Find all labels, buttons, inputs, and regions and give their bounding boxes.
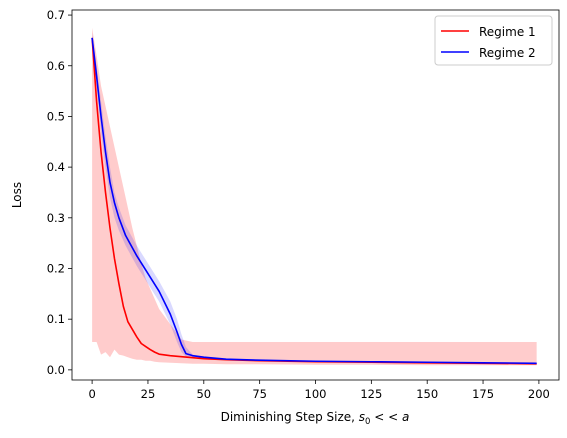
y-tick-label: 0.5 (47, 109, 65, 123)
y-tick-label: 0.1 (47, 312, 65, 326)
x-tick-label: 100 (305, 387, 327, 401)
y-tick-label: 0.4 (47, 160, 65, 174)
x-axis-label: Diminishing Step Size, s0 < < a (221, 410, 410, 427)
y-tick-label: 0.6 (47, 59, 65, 73)
x-tick-label: 150 (416, 387, 438, 401)
x-tick-label: 125 (360, 387, 382, 401)
confidence-bands (92, 27, 537, 366)
x-tick-label: 175 (472, 387, 494, 401)
y-tick-label: 0.7 (47, 8, 65, 22)
x-tick-label: 25 (141, 387, 156, 401)
legend: Regime 1 Regime 2 (434, 15, 553, 66)
y-tick-label: 0.0 (47, 363, 65, 377)
series-lines (91, 37, 537, 365)
legend-label-regime-2: Regime 2 (479, 46, 536, 60)
line-regime-2 (91, 37, 537, 365)
x-tick-label: 0 (88, 387, 95, 401)
y-tick-label: 0.3 (47, 211, 65, 225)
x-tick-label: 75 (252, 387, 267, 401)
x-axis-ticks: 0 25 50 75 100 125 150 175 200 (88, 380, 550, 401)
x-tick-label: 200 (528, 387, 550, 401)
x-tick-label: 50 (196, 387, 211, 401)
legend-label-regime-1: Regime 1 (479, 25, 536, 39)
y-tick-label: 0.2 (47, 261, 65, 275)
y-axis-ticks: 0.0 0.1 0.2 0.3 0.4 0.5 0.6 0.7 (47, 8, 72, 377)
y-axis-label: Loss (10, 182, 24, 208)
band-regime-1 (92, 27, 537, 366)
